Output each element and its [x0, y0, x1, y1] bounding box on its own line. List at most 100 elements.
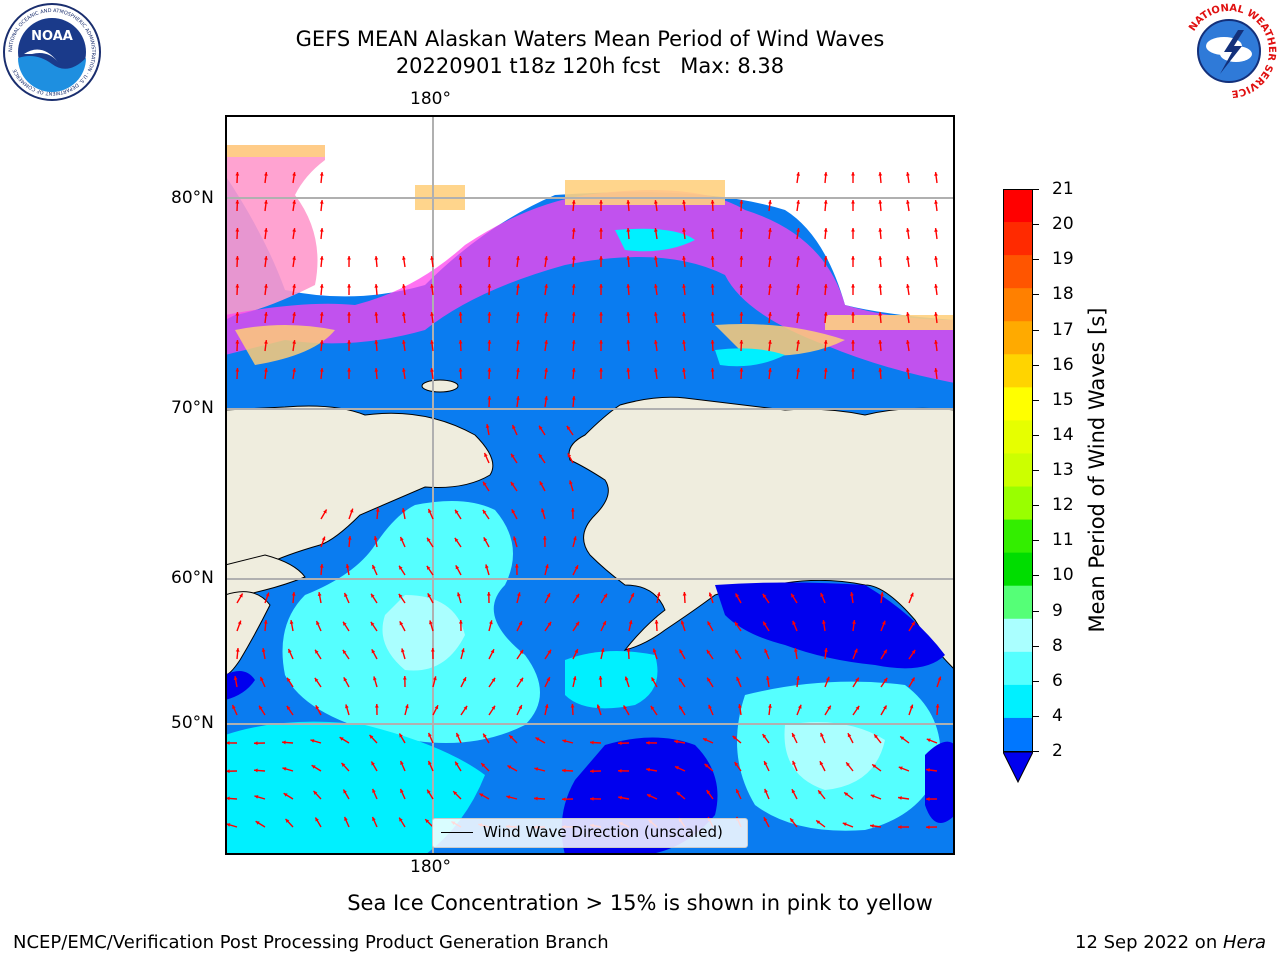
- colorbar-cell: [1003, 552, 1033, 587]
- wind-wave-arrow: [906, 228, 910, 240]
- wind-wave-arrow: [823, 227, 828, 240]
- wind-wave-arrow: [235, 227, 240, 240]
- wind-wave-arrow: [572, 564, 579, 576]
- wind-wave-arrow: [622, 705, 630, 716]
- noaa-logo-text: NOAA: [31, 29, 73, 44]
- wind-wave-arrow: [402, 675, 407, 688]
- wind-wave-arrow: [255, 820, 266, 828]
- wind-wave-arrow: [399, 760, 406, 772]
- wind-wave-arrow: [873, 733, 882, 744]
- wind-wave-arrow: [235, 647, 240, 660]
- wind-wave-arrow: [734, 649, 742, 660]
- wind-wave-arrow: [765, 676, 770, 688]
- wind-wave-arrow: [736, 676, 742, 688]
- wind-wave-arrow: [906, 340, 910, 352]
- wind-wave-arrow: [654, 312, 658, 324]
- map-legend: Wind Wave Direction (unscaled): [432, 818, 748, 848]
- wind-wave-arrow: [682, 312, 686, 324]
- wind-wave-arrow: [878, 283, 883, 296]
- wind-wave-arrow: [768, 368, 772, 380]
- wind-wave-arrow: [398, 733, 406, 744]
- colorbar-tick-mark: [1033, 505, 1039, 507]
- wind-wave-arrow: [292, 284, 297, 296]
- graticule: [225, 115, 955, 855]
- wind-wave-arrow: [374, 367, 379, 380]
- wind-wave-arrow: [454, 537, 462, 548]
- wind-wave-arrow: [427, 508, 434, 520]
- wind-wave-arrow: [264, 171, 268, 184]
- wind-wave-arrow: [815, 819, 826, 828]
- wind-wave-arrow: [292, 228, 297, 240]
- wind-wave-arrow: [544, 284, 549, 296]
- wind-wave-arrow: [572, 676, 577, 688]
- wind-wave-arrow: [235, 367, 240, 380]
- wind-wave-arrow: [734, 621, 742, 632]
- wind-wave-arrow: [487, 283, 492, 296]
- wind-wave-arrow: [793, 648, 798, 660]
- wind-wave-arrow: [702, 737, 714, 744]
- colorbar-cells: [1003, 189, 1033, 752]
- wind-wave-arrow: [789, 817, 798, 828]
- wind-wave-arrow: [796, 368, 801, 380]
- wind-wave-arrow: [618, 795, 630, 800]
- colorbar-tick-label: 2: [1052, 741, 1063, 761]
- wind-wave-arrow: [430, 284, 434, 296]
- wind-wave-arrow: [314, 817, 322, 828]
- wind-wave-arrow: [292, 340, 297, 352]
- lat-label-60: 60°N: [171, 568, 214, 588]
- wind-wave-arrow: [706, 621, 714, 632]
- lon-label-top: 180°: [410, 89, 451, 109]
- wind-wave-arrow: [589, 769, 602, 774]
- colorbar-tick-label: 11: [1052, 530, 1074, 551]
- wind-wave-arrow: [544, 704, 549, 716]
- colorbar-tick-mark: [1033, 470, 1039, 471]
- wind-wave-arrow: [427, 732, 434, 744]
- wind-wave-arrow: [851, 199, 855, 212]
- wind-wave-arrow: [424, 818, 434, 828]
- wind-wave-arrow: [934, 200, 938, 212]
- wind-wave-arrow: [371, 788, 378, 800]
- wind-wave-arrow: [426, 565, 434, 576]
- wind-wave-arrow: [369, 734, 378, 744]
- wind-wave-arrow: [710, 227, 715, 240]
- wind-wave-arrow: [851, 367, 855, 380]
- map-border: [225, 115, 955, 855]
- wind-wave-arrow: [682, 256, 686, 268]
- wind-wave-arrow: [626, 199, 631, 212]
- wind-wave-arrow: [404, 704, 409, 716]
- lat-label-80: 80°N: [171, 188, 214, 208]
- wind-wave-arrow: [626, 255, 631, 268]
- colorbar-tick-label: 14: [1052, 424, 1074, 445]
- wind-wave-arrow: [373, 536, 378, 548]
- wind-wave-arrow: [319, 367, 324, 380]
- wind-wave-arrow: [516, 592, 521, 604]
- wind-wave-arrow: [289, 620, 294, 632]
- colorbar-cell: [1003, 618, 1033, 653]
- wind-wave-arrow: [842, 822, 854, 828]
- wind-wave-arrow: [370, 593, 378, 604]
- wind-wave-arrow: [231, 704, 238, 716]
- wind-wave-arrow: [589, 796, 602, 801]
- wind-wave-arrow: [600, 620, 607, 632]
- wind-wave-arrow: [510, 481, 518, 492]
- wind-wave-arrow: [628, 592, 635, 604]
- wind-wave-arrow: [599, 311, 603, 324]
- wind-wave-arrow: [626, 647, 631, 660]
- wind-wave-arrow: [878, 227, 883, 240]
- wind-wave-arrow: [561, 797, 574, 802]
- wind-wave-arrow: [254, 795, 266, 800]
- wind-wave-arrow: [374, 255, 379, 268]
- wind-wave-arrow: [708, 704, 714, 716]
- wind-wave-arrow: [682, 340, 686, 352]
- wind-wave-arrow: [796, 340, 801, 352]
- wind-wave-arrow: [571, 311, 576, 324]
- wind-wave-arrow: [870, 824, 882, 828]
- wind-wave-arrow: [258, 705, 266, 716]
- wind-wave-arrow: [225, 769, 238, 774]
- wind-wave-arrow: [347, 311, 351, 324]
- wind-wave-arrow: [823, 283, 828, 296]
- wind-wave-arrow: [626, 311, 631, 324]
- wind-wave-arrow: [768, 284, 772, 296]
- wind-wave-arrow: [880, 649, 888, 660]
- wind-wave-arrow: [824, 705, 832, 716]
